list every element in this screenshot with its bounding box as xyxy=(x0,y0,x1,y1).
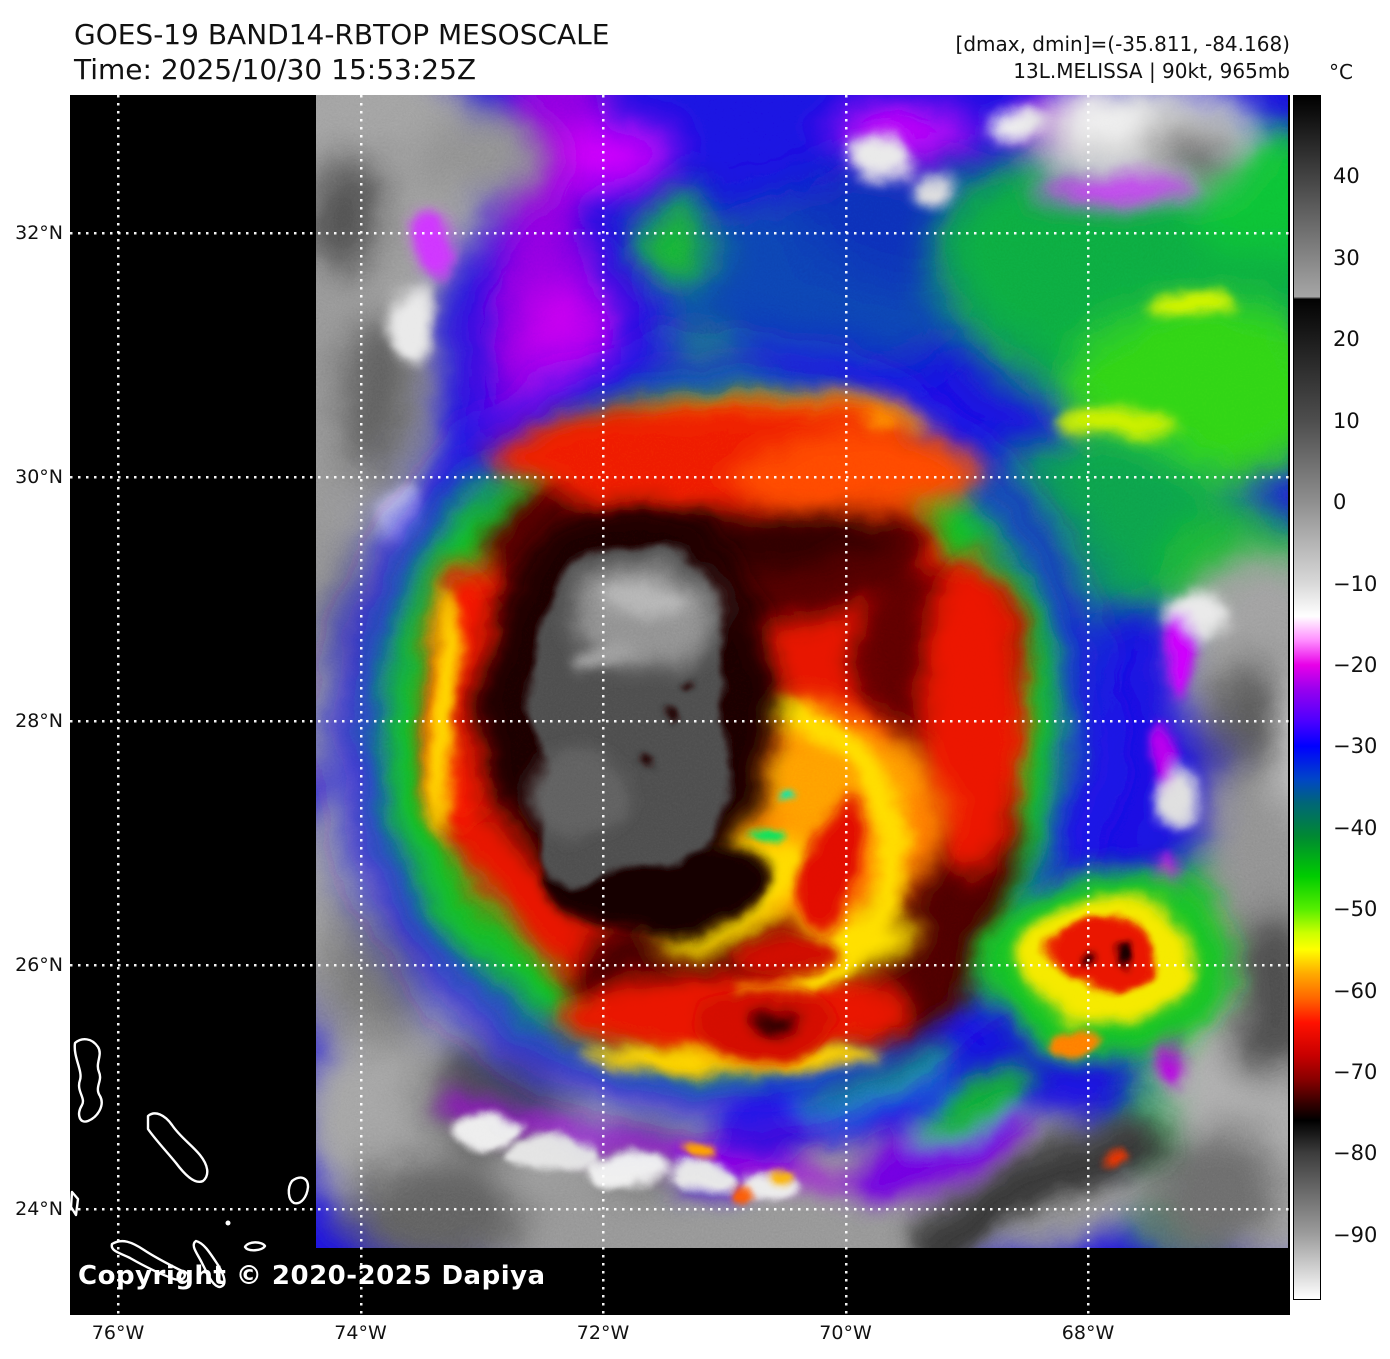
lat-tick-label: 28°N xyxy=(15,710,63,732)
colorbar-tick: −10 xyxy=(1333,571,1378,596)
gridline-lat xyxy=(70,476,1290,479)
timestamp: Time: 2025/10/30 15:53:25Z xyxy=(74,53,477,86)
gridline-lat xyxy=(70,232,1290,235)
map-plot-area: Copyright © 2020-2025 Dapiya xyxy=(70,95,1290,1315)
colorbar-tick: −20 xyxy=(1333,652,1378,677)
gridline-lon xyxy=(1087,95,1090,1315)
lon-tick-label: 68°W xyxy=(1061,1322,1115,1344)
colorbar-tick: −40 xyxy=(1333,815,1378,840)
colorbar-tick: −70 xyxy=(1333,1060,1378,1085)
gridline-lat xyxy=(70,964,1290,967)
lon-tick-label: 76°W xyxy=(91,1322,145,1344)
storm-info: 13L.MELISSA | 90kt, 965mb xyxy=(1013,59,1290,83)
colorbar-tick: 10 xyxy=(1333,408,1360,433)
colorbar-tick: 40 xyxy=(1333,164,1360,189)
lon-tick-label: 74°W xyxy=(334,1322,387,1344)
satellite-image xyxy=(316,95,1288,1248)
gridline-lon xyxy=(117,95,120,1315)
colorbar-tick: −30 xyxy=(1333,734,1378,759)
gridline-lon xyxy=(602,95,605,1315)
gridline-lon xyxy=(844,95,848,1315)
colorbar-tick: 30 xyxy=(1333,245,1360,270)
lat-tick-label: 26°N xyxy=(15,954,63,976)
lat-tick-label: 30°N xyxy=(15,466,63,488)
lon-tick-label: 70°W xyxy=(819,1322,872,1344)
temperature-colorbar xyxy=(1293,95,1321,1300)
colorbar-tick: 20 xyxy=(1333,327,1360,352)
gridline-lat xyxy=(70,720,1290,723)
coastline-overlay xyxy=(70,1038,310,1289)
lon-tick-label: 72°W xyxy=(576,1322,630,1344)
data-range-readout: [dmax, dmin]=(-35.811, -84.168) xyxy=(955,32,1290,56)
colorbar-tick: −60 xyxy=(1333,978,1378,1003)
lat-tick-label: 32°N xyxy=(15,222,63,244)
colorbar-tick: −90 xyxy=(1333,1222,1378,1247)
page-title: GOES-19 BAND14-RBTOP MESOSCALE xyxy=(74,18,610,51)
gridline-lon xyxy=(359,95,363,1315)
colorbar-tick: −80 xyxy=(1333,1141,1378,1166)
colorbar-tick: −50 xyxy=(1333,897,1378,922)
lat-tick-label: 24°N xyxy=(15,1198,63,1220)
gridline-lat xyxy=(70,1208,1290,1211)
colorbar-tick: 0 xyxy=(1333,490,1347,515)
copyright-notice: Copyright © 2020-2025 Dapiya xyxy=(78,1261,546,1291)
colorbar-unit-label: °C xyxy=(1329,60,1353,84)
